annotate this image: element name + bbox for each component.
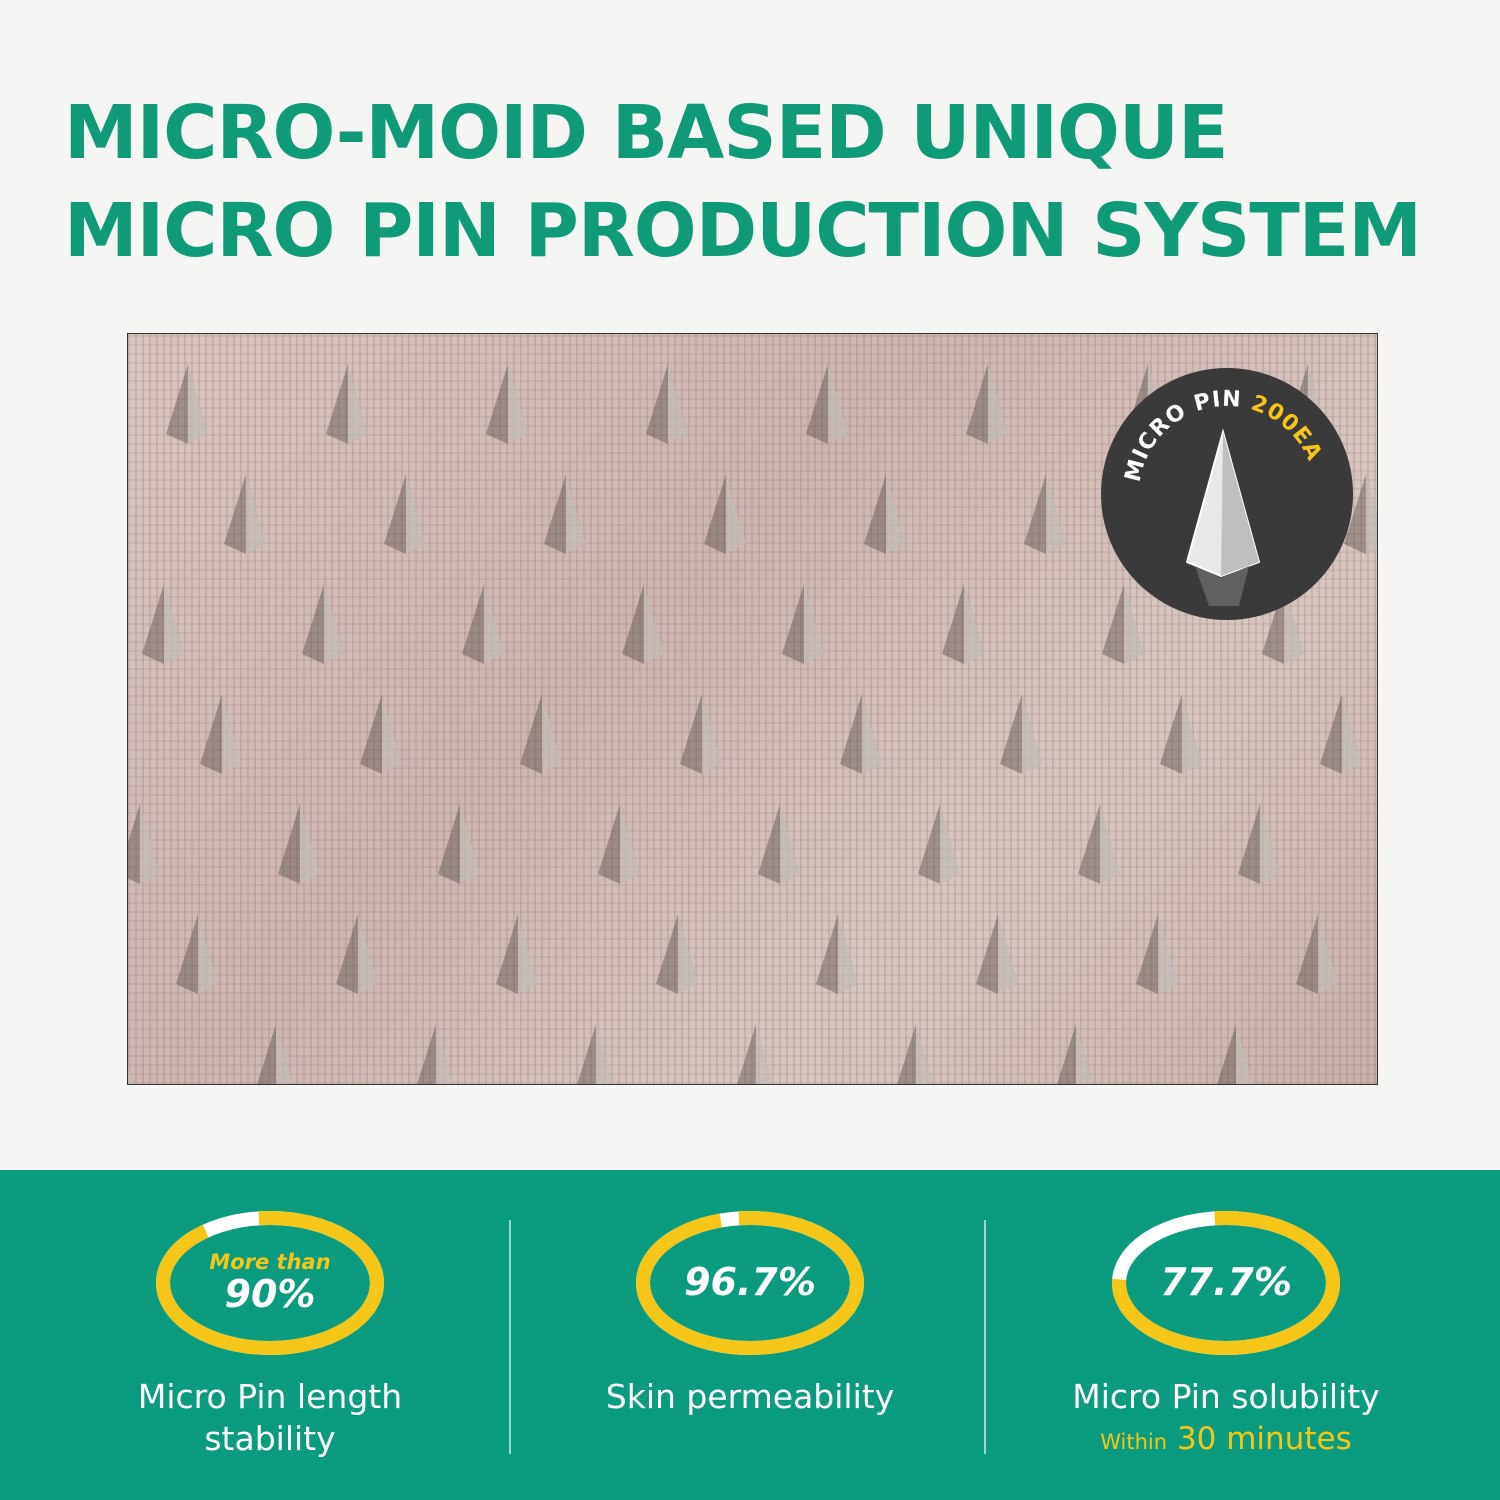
- micro-pin: [704, 474, 746, 554]
- micro-pin: [1078, 804, 1120, 884]
- micro-pin: [656, 914, 698, 994]
- micro-pin: [302, 584, 344, 664]
- micro-pin: [918, 804, 960, 884]
- stat-sub-small: Within: [1100, 1430, 1168, 1454]
- micro-pin: [816, 914, 858, 994]
- micro-pins-pattern: [128, 364, 1377, 1084]
- micro-pin-badge: MICRO PIN 200EA: [1101, 368, 1353, 620]
- micro-pin: [782, 584, 824, 664]
- micro-pin-photo: MICRO PIN 200EA: [127, 333, 1378, 1085]
- progress-ring: [156, 1211, 384, 1355]
- title-line-2: MICRO PIN PRODUCTION SYSTEM: [64, 188, 1422, 274]
- stat-value: 77.7%: [1160, 1260, 1292, 1304]
- micro-pin: [806, 364, 848, 444]
- micro-pin: [1320, 694, 1362, 774]
- micro-pin: [166, 364, 208, 444]
- stats-band: More than 90% Micro Pin length stability…: [0, 1170, 1500, 1500]
- stat-label: Micro Pin solubility: [1072, 1377, 1380, 1416]
- micro-pin: [142, 584, 184, 664]
- micro-pin: [966, 364, 1008, 444]
- micro-pin: [1136, 914, 1178, 994]
- micro-pin: [646, 364, 688, 444]
- micro-pin: [438, 804, 480, 884]
- micro-pin: [1160, 694, 1202, 774]
- stat-label: Skin permeability: [605, 1377, 895, 1416]
- micro-pin: [462, 584, 504, 664]
- stat-label: Micro Pin length: [137, 1377, 403, 1416]
- micro-pin: [1024, 474, 1066, 554]
- divider: [509, 1220, 511, 1454]
- micro-pin: [1217, 1024, 1254, 1084]
- stat-value: 90%: [224, 1272, 316, 1316]
- micro-pin: [384, 474, 426, 554]
- micro-pin: [486, 364, 528, 444]
- stat-value: 96.7%: [684, 1260, 816, 1304]
- micro-pin: [840, 694, 882, 774]
- micro-pin: [224, 474, 266, 554]
- title-line-1: MICRO-MOID BASED UNIQUE: [64, 90, 1229, 176]
- micro-pin: [1238, 804, 1280, 884]
- micro-pin: [1057, 1024, 1094, 1084]
- micro-pin: [278, 804, 320, 884]
- micro-pin: [1102, 584, 1144, 664]
- stat-sub-big: 30 minutes: [1176, 1421, 1352, 1457]
- micro-pin: [417, 1024, 454, 1084]
- micro-pin: [200, 694, 242, 774]
- micro-pin: [1000, 694, 1042, 774]
- micro-pin: [1344, 474, 1377, 554]
- micro-pin: [598, 804, 640, 884]
- micro-pin: [1296, 914, 1338, 994]
- divider: [984, 1220, 986, 1454]
- micro-pin: [577, 1024, 614, 1084]
- micro-pin: [942, 584, 984, 664]
- micro-pin: [520, 694, 562, 774]
- micro-pin: [622, 584, 664, 664]
- micro-pin: [128, 1066, 134, 1084]
- micro-pin: [336, 914, 378, 994]
- stat-prefix: More than: [209, 1250, 331, 1274]
- micro-pin: [1374, 1024, 1377, 1084]
- micro-pin: [737, 1024, 774, 1084]
- micro-pin: [496, 914, 538, 994]
- progress-ring: [1112, 1211, 1340, 1355]
- micro-pin: [897, 1024, 934, 1084]
- micro-pin: [680, 694, 722, 774]
- micro-pin: [864, 474, 906, 554]
- micro-pin: [128, 804, 160, 884]
- micro-pin: [976, 914, 1018, 994]
- micro-pin: [758, 804, 800, 884]
- micro-pin: [1262, 584, 1304, 664]
- micro-pin: [326, 364, 368, 444]
- stat-label-2: stability: [204, 1419, 336, 1458]
- page-title: MICRO-MOID BASED UNIQUE MICRO PIN PRODUC…: [64, 84, 1422, 280]
- micro-pin: [257, 1024, 294, 1084]
- micro-pin: [360, 694, 402, 774]
- micro-pin: [544, 474, 586, 554]
- progress-ring: [636, 1211, 864, 1355]
- micro-pin: [176, 914, 218, 994]
